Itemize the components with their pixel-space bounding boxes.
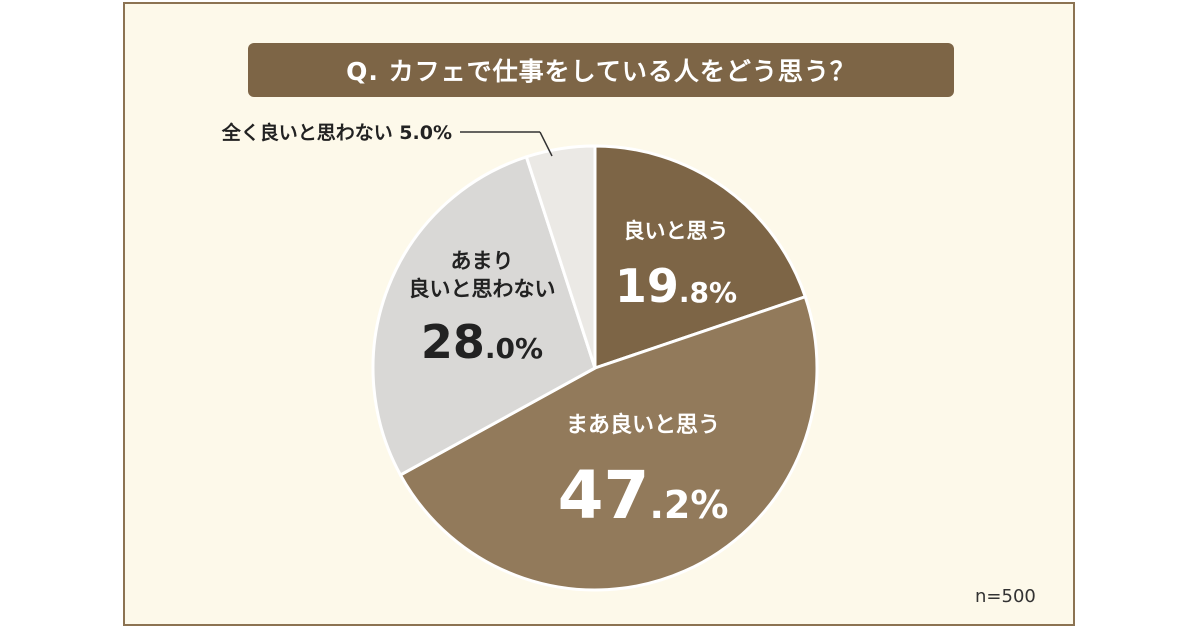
slice-label-1-line-0: まあ良いと思う xyxy=(566,412,720,438)
callout-leader-line-diagonal xyxy=(539,131,553,157)
slice-value-0: 19.8% xyxy=(615,259,737,313)
chart-title: Q. カフェで仕事をしている人をどう思う？ xyxy=(248,43,954,97)
sample-size-note: n=500 xyxy=(975,586,1036,607)
slice-label-0-line-0: 良いと思う xyxy=(624,219,729,243)
pie-slice-2 xyxy=(371,154,597,477)
slice-value-1: 47.2% xyxy=(558,457,729,534)
slice-label-2-line-0: あまり xyxy=(451,249,514,273)
slice-value-2: 28.0% xyxy=(421,315,543,369)
slice-label-2-line-1: 良いと思わない xyxy=(409,277,556,301)
pie-slice-3 xyxy=(524,144,597,369)
callout-label-slice-3: 全く良いと思わない 5.0% xyxy=(221,121,452,144)
pie-slice-0 xyxy=(593,144,808,371)
pie-slice-1 xyxy=(398,294,819,592)
